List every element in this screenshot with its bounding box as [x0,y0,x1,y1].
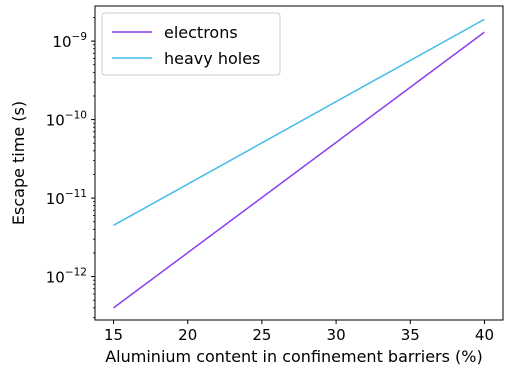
legend-label: electrons [164,23,238,42]
y-tick-label: 10−9 [52,31,87,51]
series-line-electrons [113,31,485,309]
y-axis-ticks: 10−12 10−11 10−10 10−9 [46,17,95,319]
x-tick-label: 15 [104,326,123,344]
legend: electrons heavy holes [101,12,281,76]
x-axis-label: Aluminium content in confinement barrier… [105,347,483,366]
plot-area [113,18,485,309]
x-tick-label: 35 [401,326,420,344]
x-tick-label: 30 [327,326,346,344]
legend-box [101,12,281,76]
x-tick-label: 25 [252,326,271,344]
x-tick-label: 40 [475,326,494,344]
x-tick-label: 20 [178,326,197,344]
y-tick-label: 10−10 [46,110,87,130]
y-tick-label: 10−11 [46,188,87,208]
x-axis-ticks: 15 20 25 30 35 40 [104,320,494,344]
y-tick-label: 10−12 [46,267,87,287]
axes-frame [94,5,504,321]
legend-label: heavy holes [164,49,260,68]
y-axis-label: Escape time (s) [9,101,28,225]
series-line-heavy-holes [113,18,485,226]
